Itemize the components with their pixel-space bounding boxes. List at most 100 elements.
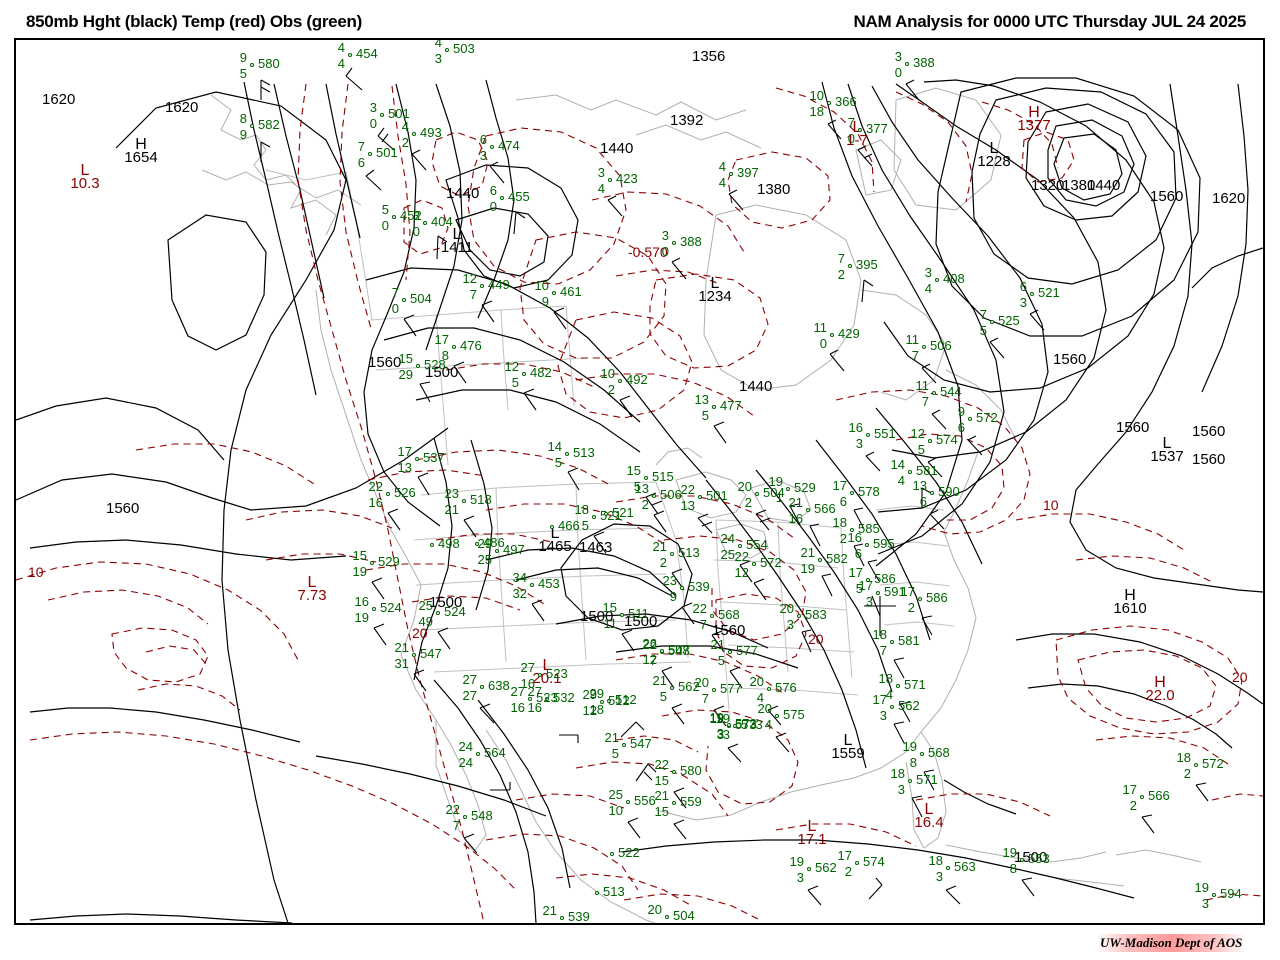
station-height: 518 xyxy=(470,492,492,507)
station-dewpoint: 2 xyxy=(401,135,409,150)
station-circle-icon xyxy=(728,650,732,654)
station-dewpoint: 3 xyxy=(722,727,730,742)
station-dewpoint: 19 xyxy=(352,564,367,579)
station-temperature: 25 xyxy=(418,598,433,613)
station-temperature: 20 xyxy=(694,675,709,690)
station-temperature: 22 xyxy=(680,482,695,497)
station-dewpoint: 6 xyxy=(919,494,927,509)
station-height: 573 xyxy=(741,717,763,732)
station-height: 498 xyxy=(438,536,460,551)
station-circle-icon xyxy=(644,476,648,480)
station-temperature: 7 xyxy=(837,251,845,266)
height-contour-label-3: 1560 xyxy=(368,354,402,371)
station-dewpoint: 12 xyxy=(734,565,749,580)
temp-contour-label-0: 10 xyxy=(28,564,44,580)
station-height: 547 xyxy=(630,736,652,751)
station-height: 553 xyxy=(1028,851,1050,866)
station-circle-icon xyxy=(565,452,569,456)
station-circle-icon xyxy=(480,685,484,689)
station-height: 397 xyxy=(737,165,759,180)
height-contour-label-13: 1356 xyxy=(692,48,726,65)
center-l-6: L 1537 xyxy=(1145,436,1189,465)
center-l-9: L 16.4 xyxy=(907,802,951,831)
station-circle-icon xyxy=(807,867,811,871)
station-height: 429 xyxy=(838,326,860,341)
station-temperature: 21 xyxy=(542,903,557,918)
station-dewpoint: 32 xyxy=(512,586,527,601)
station-circle-icon xyxy=(827,101,831,105)
station-height: 581 xyxy=(916,463,938,478)
station-height: 377 xyxy=(866,121,888,136)
station-dewpoint: 5 xyxy=(917,442,925,457)
station-circle-icon xyxy=(462,499,466,503)
station-circle-icon xyxy=(538,673,542,677)
center-value: 1228 xyxy=(977,153,1011,170)
station-dewpoint: 5 xyxy=(701,408,709,423)
station-temperature: 19 xyxy=(902,739,917,754)
station-height: 466 xyxy=(558,518,580,533)
station-temperature: 4 xyxy=(337,40,345,55)
station-temperature: 12 xyxy=(504,359,519,374)
center-value: 16.4 xyxy=(914,814,944,831)
station-height: 404 xyxy=(431,214,453,229)
station-dewpoint: 2 xyxy=(837,267,845,282)
station-dewpoint: 0 xyxy=(391,301,399,316)
station-circle-icon xyxy=(775,714,779,718)
station-dewpoint: 2 xyxy=(659,555,667,570)
station-circle-icon xyxy=(618,379,622,383)
station-circle-icon xyxy=(670,686,674,690)
station-height: 453 xyxy=(538,576,560,591)
center-l-4: L 1234 xyxy=(693,276,737,305)
center-symbol: L xyxy=(452,226,462,243)
station-temperature: 21 xyxy=(604,730,619,745)
station-dewpoint: 3 xyxy=(879,708,887,723)
station-dewpoint: 0 xyxy=(894,65,902,80)
station-circle-icon xyxy=(918,597,922,601)
station-dewpoint: 3 xyxy=(786,617,794,632)
station-dewpoint: 3 xyxy=(1201,896,1209,911)
height-contour-label-22: 1560 xyxy=(1192,423,1226,440)
station-height: 568 xyxy=(928,745,950,760)
station-temperature: 24 xyxy=(458,739,473,754)
station-dewpoint: 12 xyxy=(582,703,597,718)
station-circle-icon xyxy=(652,494,656,498)
station-height: 511 xyxy=(628,606,649,621)
center-l-14: L 1465 xyxy=(533,526,577,555)
center-symbol: H xyxy=(135,136,147,153)
station-height: 449 xyxy=(488,277,510,292)
station-circle-icon xyxy=(552,291,556,295)
station-temperature: 17 xyxy=(858,578,873,593)
station-circle-icon xyxy=(480,284,484,288)
station-circle-icon xyxy=(550,525,554,529)
station-dewpoint: 6 xyxy=(839,494,847,509)
station-dewpoint: 11 xyxy=(603,616,618,631)
station-circle-icon xyxy=(710,614,714,618)
station-dewpoint: 3 xyxy=(865,594,873,609)
center-value: 10.3 xyxy=(70,175,100,192)
station-circle-icon xyxy=(855,861,859,865)
station-circle-icon xyxy=(876,591,880,595)
station-circle-icon xyxy=(672,801,676,805)
station-height: 574 xyxy=(863,854,885,869)
station-circle-icon xyxy=(946,866,950,870)
station-temperature: 17 xyxy=(434,332,449,347)
station-temperature: 20 xyxy=(757,701,772,716)
station-dewpoint: 3 xyxy=(897,782,905,797)
station-circle-icon xyxy=(626,800,630,804)
station-temperature: 13 xyxy=(694,392,709,407)
station-circle-icon xyxy=(729,172,733,176)
station-height: 572 xyxy=(760,555,782,570)
station-temperature: 3 xyxy=(894,49,902,64)
station-height: 524 xyxy=(444,604,466,619)
station-dewpoint: 5 xyxy=(855,581,863,596)
wind-barb-layer xyxy=(260,67,1209,906)
station-height: 513 xyxy=(573,445,595,460)
station-circle-icon xyxy=(896,684,900,688)
station-height: 529 xyxy=(378,554,400,569)
station-height: 582 xyxy=(258,117,280,132)
map-frame[interactable]: H 1654 L 10.3 L 7.73 L 1228 L 1234 H 1377 L 1537 H 1610… xyxy=(14,38,1265,925)
station-circle-icon xyxy=(920,752,924,756)
station-circle-icon xyxy=(348,53,352,57)
station-temperature: 14 xyxy=(890,457,905,472)
station-dewpoint: 3 xyxy=(855,436,863,451)
